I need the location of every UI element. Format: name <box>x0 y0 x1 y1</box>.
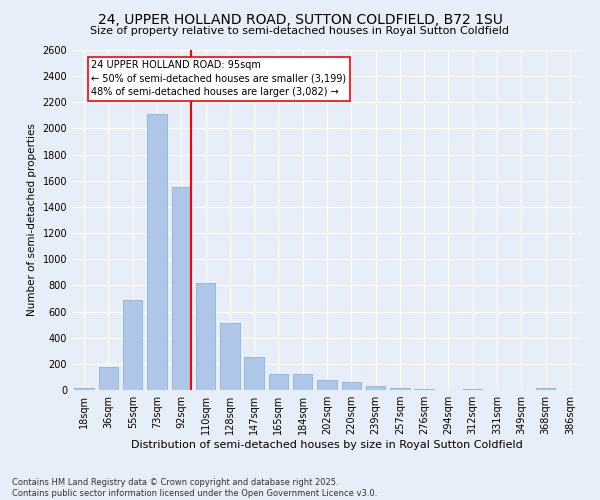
Text: Contains HM Land Registry data © Crown copyright and database right 2025.
Contai: Contains HM Land Registry data © Crown c… <box>12 478 377 498</box>
Bar <box>293 374 313 390</box>
Bar <box>244 356 264 390</box>
X-axis label: Distribution of semi-detached houses by size in Royal Sutton Coldfield: Distribution of semi-detached houses by … <box>131 440 523 450</box>
Bar <box>196 283 215 390</box>
Bar <box>536 388 555 390</box>
Bar <box>99 367 118 390</box>
Y-axis label: Number of semi-detached properties: Number of semi-detached properties <box>27 124 37 316</box>
Bar <box>74 388 94 390</box>
Bar <box>390 388 410 390</box>
Bar <box>123 300 142 390</box>
Bar <box>220 324 239 390</box>
Bar <box>341 382 361 390</box>
Bar <box>269 374 288 390</box>
Bar <box>317 380 337 390</box>
Bar <box>366 386 385 390</box>
Bar <box>172 188 191 390</box>
Text: Size of property relative to semi-detached houses in Royal Sutton Coldfield: Size of property relative to semi-detach… <box>91 26 509 36</box>
Text: 24 UPPER HOLLAND ROAD: 95sqm
← 50% of semi-detached houses are smaller (3,199)
4: 24 UPPER HOLLAND ROAD: 95sqm ← 50% of se… <box>91 60 347 97</box>
Bar <box>147 114 167 390</box>
Text: 24, UPPER HOLLAND ROAD, SUTTON COLDFIELD, B72 1SU: 24, UPPER HOLLAND ROAD, SUTTON COLDFIELD… <box>98 12 502 26</box>
